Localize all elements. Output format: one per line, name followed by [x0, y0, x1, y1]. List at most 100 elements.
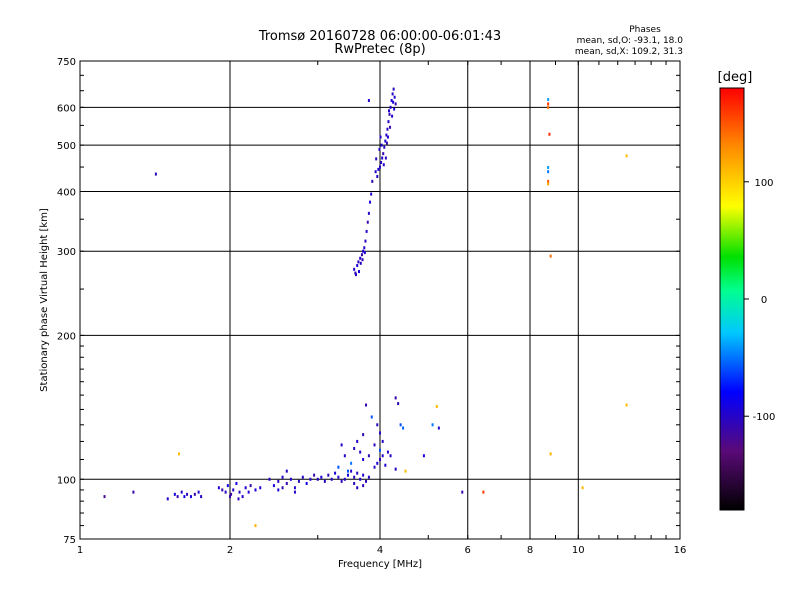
- data-point: [581, 486, 584, 490]
- data-point: [376, 423, 379, 427]
- data-point: [381, 439, 384, 443]
- y-tick-label: 75: [63, 535, 76, 546]
- data-point: [379, 431, 381, 435]
- data-point: [340, 443, 343, 447]
- data-point: [343, 454, 346, 458]
- data-point: [281, 486, 284, 490]
- data-point: [277, 488, 280, 492]
- data-point: [387, 120, 390, 124]
- data-point: [547, 102, 550, 106]
- data-point: [177, 452, 180, 456]
- data-point: [359, 261, 362, 265]
- y-tick-label: 600: [57, 103, 76, 114]
- data-point: [254, 524, 257, 528]
- data-point: [357, 270, 360, 274]
- data-point: [360, 253, 363, 257]
- data-point: [337, 465, 340, 469]
- data-point: [388, 112, 391, 116]
- data-point: [327, 473, 330, 477]
- data-point: [379, 457, 381, 461]
- data-point: [259, 486, 262, 490]
- colorbar-tick-label: 0: [761, 295, 767, 306]
- data-point: [384, 156, 387, 160]
- data-point: [309, 477, 312, 481]
- data-point: [379, 135, 382, 139]
- data-point: [367, 475, 370, 479]
- data-point: [334, 471, 337, 475]
- data-point: [350, 469, 353, 473]
- data-point: [197, 490, 200, 494]
- data-point: [386, 127, 389, 131]
- data-point: [375, 157, 378, 161]
- data-point: [381, 454, 384, 458]
- data-point: [394, 396, 397, 400]
- data-point: [254, 488, 257, 492]
- data-point: [365, 479, 368, 483]
- data-point: [547, 182, 550, 186]
- data-point: [394, 467, 397, 471]
- data-point: [422, 454, 425, 458]
- data-point: [176, 495, 179, 499]
- data-point: [241, 495, 244, 499]
- data-point: [224, 490, 227, 494]
- data-point: [361, 258, 364, 262]
- data-point: [235, 481, 238, 485]
- data-point: [346, 473, 349, 477]
- data-point: [232, 488, 235, 492]
- data-point: [362, 457, 365, 461]
- x-axis-ticks: 1 2 4 6 8 10 16: [77, 61, 686, 556]
- data-point: [402, 426, 405, 430]
- data-point: [367, 454, 370, 458]
- data-point: [343, 477, 346, 481]
- data-point: [547, 105, 550, 109]
- data-point: [362, 433, 365, 437]
- legend-line-1: mean, sd,O: -93.1, 18.0: [577, 36, 684, 46]
- data-point: [380, 143, 383, 147]
- y-tick-label: 100: [57, 475, 76, 486]
- y-tick-label: 400: [57, 187, 76, 198]
- data-point: [379, 448, 381, 452]
- data-point: [362, 473, 365, 477]
- data-point: [625, 403, 628, 407]
- data-point: [548, 132, 551, 136]
- data-point: [305, 481, 308, 485]
- data-point: [293, 490, 296, 494]
- data-point: [547, 98, 550, 102]
- data-point: [356, 264, 359, 268]
- data-point: [383, 145, 386, 149]
- data-point: [330, 477, 333, 481]
- data-point: [378, 147, 381, 151]
- data-point: [404, 469, 407, 473]
- data-point: [376, 461, 379, 465]
- data-point: [301, 475, 304, 479]
- data-point: [356, 486, 359, 490]
- data-point: [289, 477, 292, 481]
- data-point: [272, 484, 275, 488]
- data-point: [389, 105, 392, 109]
- data-point: [366, 220, 369, 224]
- data-point: [226, 484, 229, 488]
- data-point: [350, 461, 353, 465]
- chart-title: Tromsø 20160728 06:00:00-06:01:43: [258, 29, 501, 44]
- data-point: [189, 495, 192, 499]
- data-point: [385, 141, 388, 145]
- data-point: [238, 490, 241, 494]
- data-point: [386, 135, 389, 139]
- data-point: [247, 490, 250, 494]
- data-point: [382, 163, 385, 167]
- legend-line-2: mean, sd,X: 109.2, 31.3: [575, 47, 683, 57]
- data-point: [379, 165, 381, 169]
- data-point: [549, 452, 552, 456]
- data-point: [391, 92, 394, 96]
- data-point: [389, 454, 392, 458]
- data-point: [365, 229, 368, 233]
- data-point: [313, 473, 316, 477]
- data-point: [363, 251, 366, 255]
- data-point: [547, 166, 550, 170]
- x-tick-label: 10: [572, 545, 585, 556]
- data-point: [392, 100, 395, 104]
- data-point: [374, 170, 377, 174]
- data-point: [217, 486, 220, 490]
- data-point: [285, 469, 288, 473]
- colorbar-tick-label: -100: [753, 412, 776, 423]
